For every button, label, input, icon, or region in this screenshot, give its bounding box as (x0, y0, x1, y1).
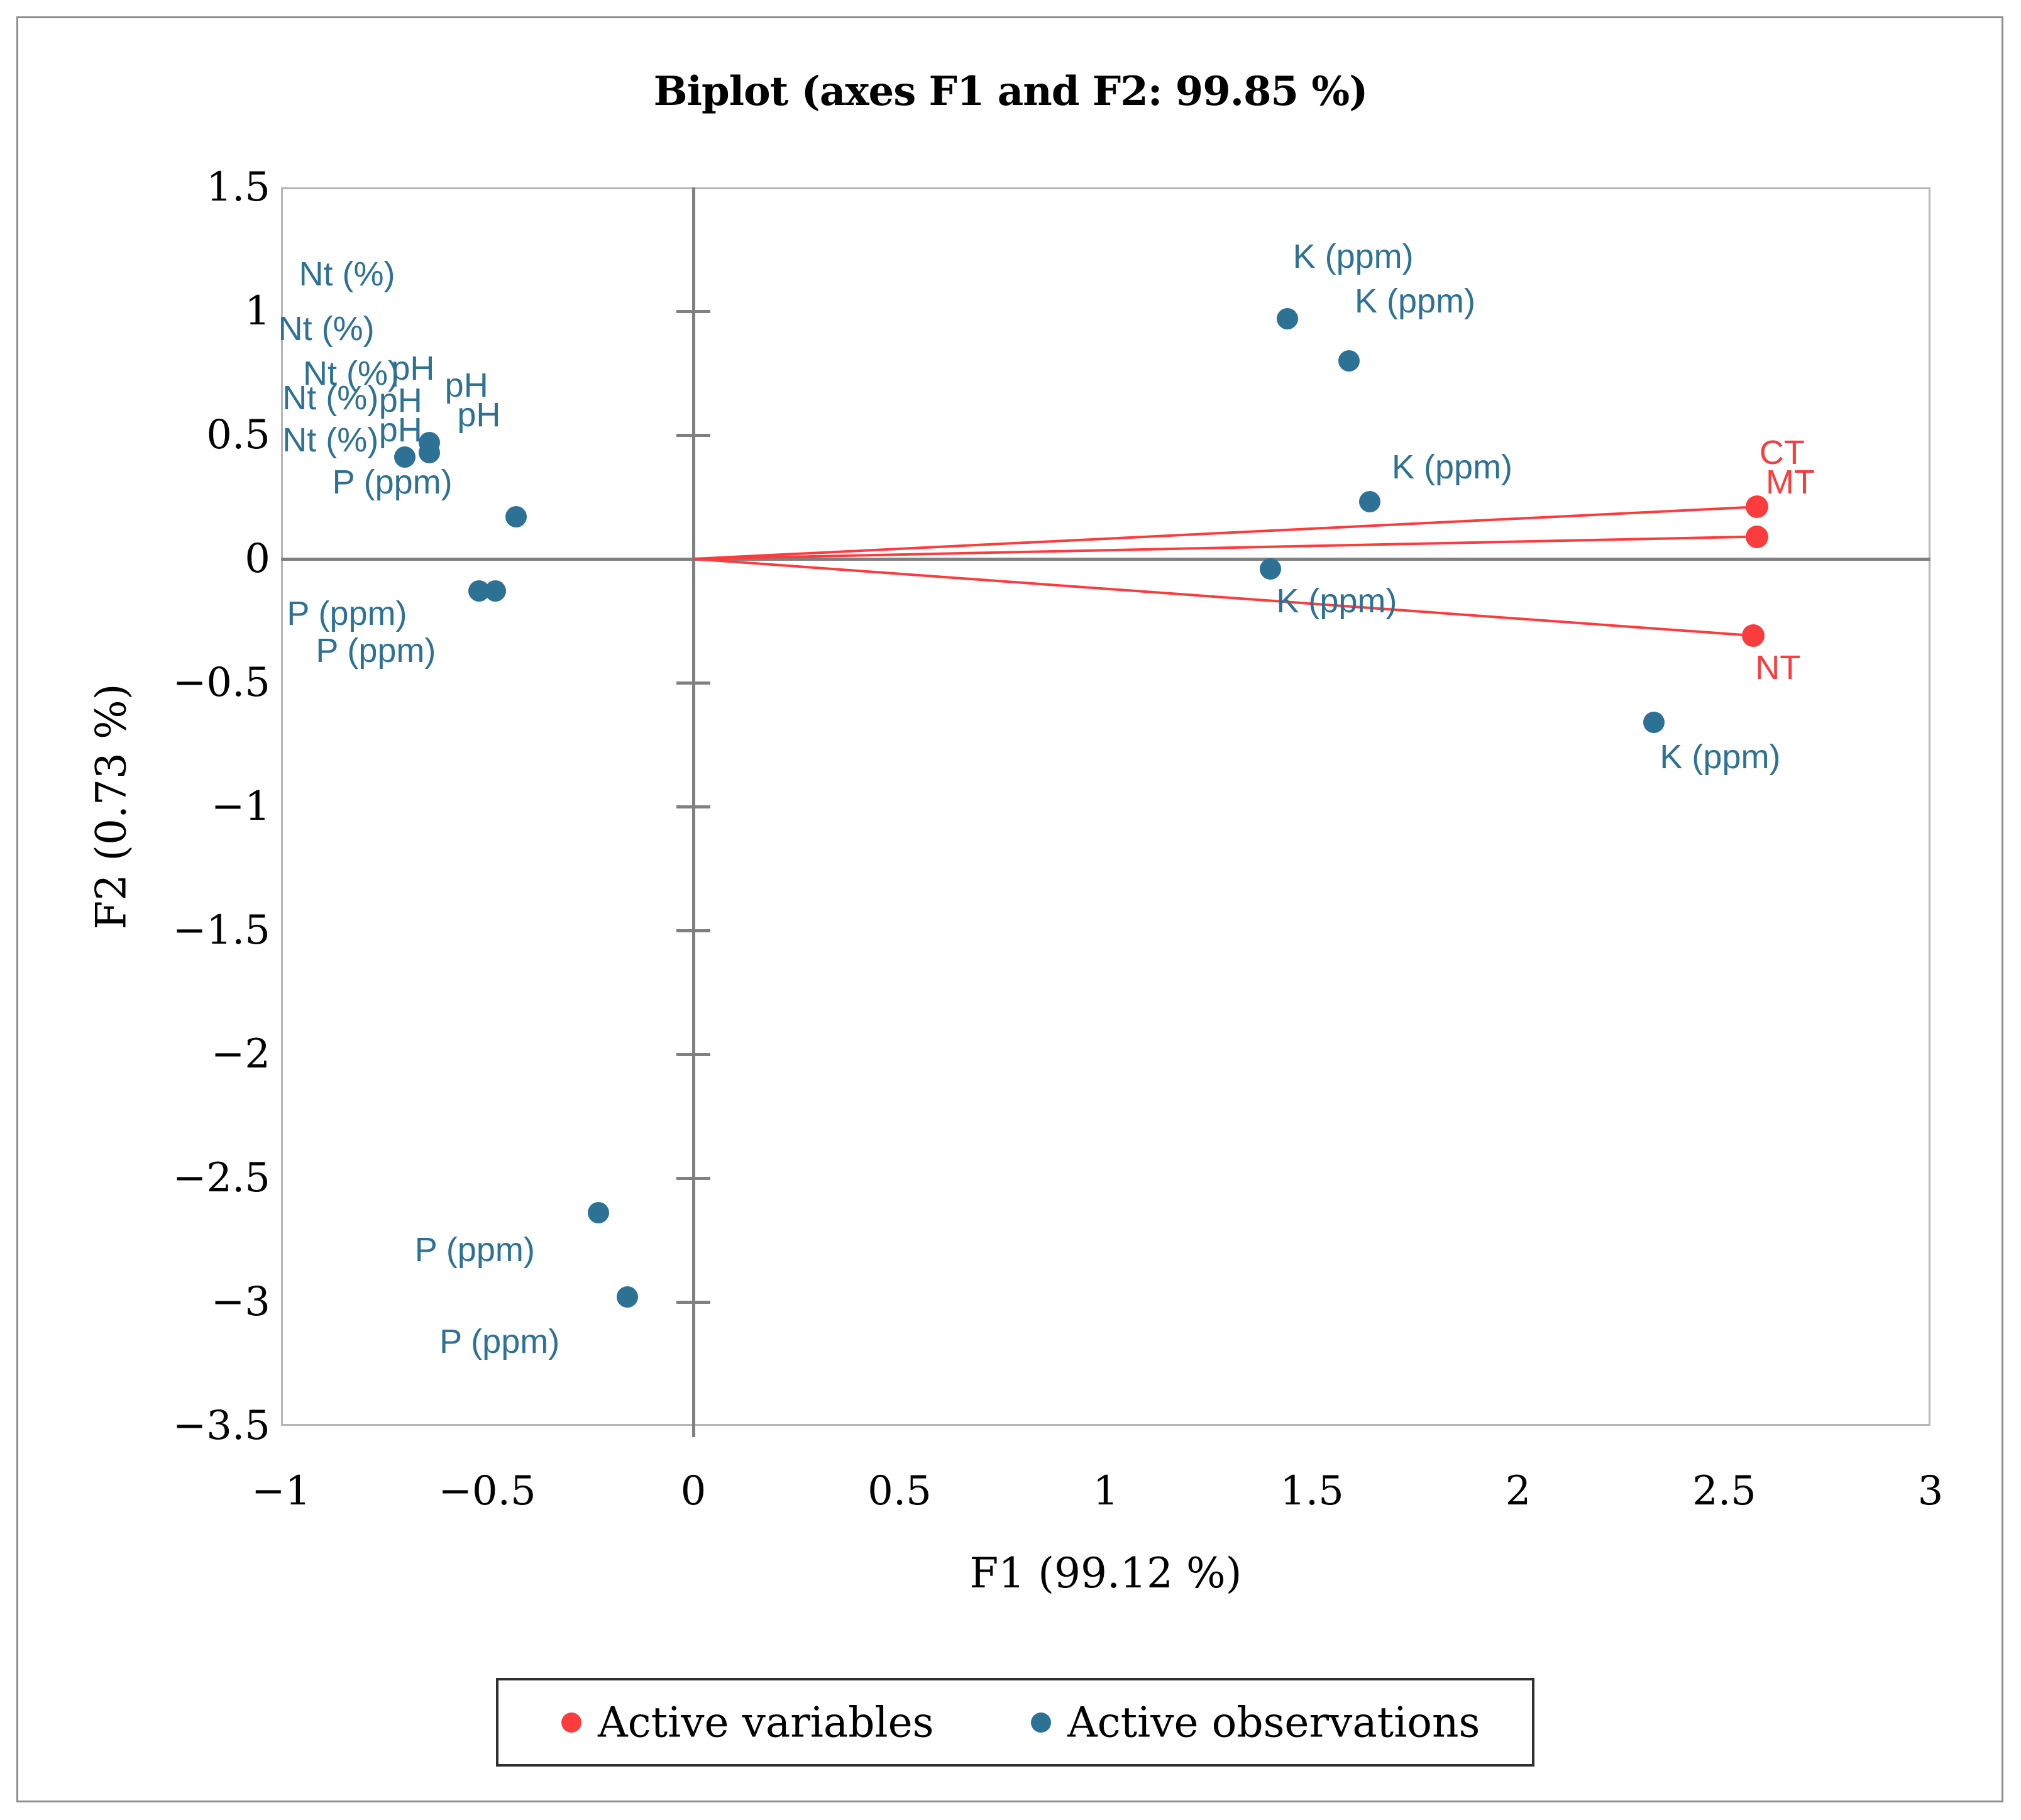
observation-label: P (ppm) (414, 1231, 535, 1269)
chart-title: Biplot (axes F1 and F2: 99.85 %) (653, 68, 1368, 115)
observation-label: pH (457, 396, 501, 434)
legend-label-active-variables: Active variables (598, 1698, 934, 1746)
y-axis-tick (676, 805, 710, 808)
y-tick-label: 0.5 (206, 412, 270, 458)
y-tick-label: 0 (245, 536, 270, 582)
legend-marker-active-observations (1031, 1712, 1051, 1733)
y-tick-label: −3.5 (172, 1403, 270, 1449)
observation-point (1260, 558, 1282, 580)
x-tick-label: 1.5 (1280, 1468, 1344, 1514)
observation-label: P (ppm) (287, 594, 407, 632)
y-tick-label: −2.5 (172, 1155, 270, 1201)
observation-label: pH (444, 367, 488, 405)
x-tick-label: 0 (680, 1468, 707, 1514)
legend-marker-active-variables (561, 1712, 581, 1733)
variable-point-NT (1741, 624, 1765, 648)
x-axis-line (281, 558, 1930, 561)
x-tick-label: −0.5 (438, 1468, 536, 1514)
y-axis-line (692, 187, 695, 1437)
y-tick-label: −1 (211, 783, 270, 830)
y-axis-tick (676, 681, 710, 685)
observation-point (1643, 712, 1665, 734)
y-tick-label: −3 (211, 1279, 270, 1325)
observation-point (588, 1202, 610, 1224)
observation-point (485, 580, 507, 602)
observation-label: K (ppm) (1292, 238, 1414, 276)
figure-border (16, 16, 2003, 1802)
y-axis-tick (676, 434, 710, 437)
variable-label-NT: NT (1755, 649, 1801, 687)
x-tick-label: 3 (1917, 1468, 1944, 1514)
y-tick-label: −1.5 (172, 907, 270, 954)
legend-label-active-observations: Active observations (1067, 1698, 1480, 1746)
observation-label: P (ppm) (439, 1323, 560, 1361)
x-axis-title: F1 (99.12 %) (969, 1549, 1242, 1597)
x-tick-label: 2 (1505, 1468, 1531, 1514)
legend: Active variables Active observations (496, 1678, 1534, 1767)
y-tick-label: 1.5 (206, 164, 270, 211)
plot-area (281, 187, 1930, 1426)
observation-point (394, 446, 416, 468)
observation-label: pH (378, 411, 422, 449)
observation-label: P (ppm) (316, 631, 436, 670)
variable-point-MT (1746, 525, 1769, 548)
variable-point-CT (1746, 495, 1769, 519)
observation-point (617, 1286, 639, 1308)
observation-point (1358, 491, 1380, 513)
y-axis-tick (676, 1301, 710, 1304)
y-axis-tick (676, 1053, 710, 1056)
observation-label: K (ppm) (1276, 582, 1397, 620)
observation-label: K (ppm) (1660, 738, 1781, 776)
observation-point (1338, 350, 1360, 372)
observation-label: Nt (%) (282, 421, 379, 459)
observation-label: Nt (%) (303, 354, 400, 392)
observation-label: P (ppm) (332, 463, 453, 501)
observation-label: pH (378, 381, 422, 419)
observation-point (505, 506, 527, 528)
observation-label: K (ppm) (1354, 282, 1476, 321)
variable-label-MT: MT (1765, 463, 1815, 501)
y-tick-label: −0.5 (172, 659, 270, 706)
observation-label: Nt (%) (299, 255, 395, 293)
x-tick-label: 0.5 (867, 1468, 932, 1514)
observation-point (1276, 307, 1298, 329)
x-tick-label: −1 (251, 1468, 311, 1514)
variable-label-CT: CT (1759, 433, 1805, 472)
y-axis-tick (676, 929, 710, 932)
y-tick-label: 1 (245, 288, 270, 334)
observation-label: K (ppm) (1392, 448, 1513, 487)
x-tick-label: 2.5 (1692, 1468, 1756, 1514)
y-axis-tick (676, 1177, 710, 1180)
x-tick-label: 1 (1093, 1468, 1119, 1514)
observation-label: Nt (%) (282, 378, 379, 417)
observation-label: pH (391, 349, 435, 387)
observation-label: Nt (%) (278, 309, 375, 348)
y-axis-title: F2 (0.73 %) (87, 683, 136, 930)
observation-point (419, 441, 441, 463)
y-axis-tick (676, 310, 710, 313)
y-tick-label: −2 (211, 1031, 270, 1078)
